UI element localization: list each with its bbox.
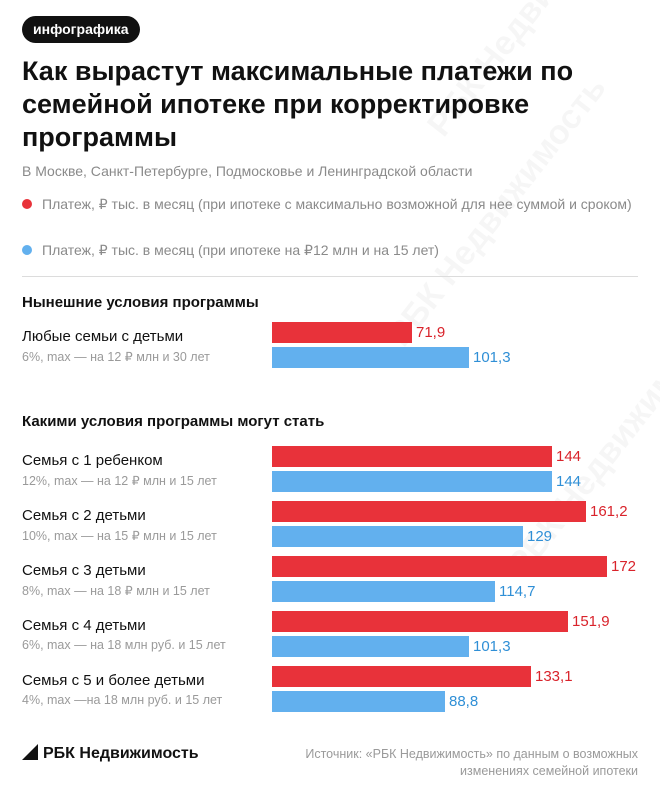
- bar-blue: [272, 526, 523, 547]
- legend-red-label: Платеж, ₽ тыс. в месяц (при ипотеке с ма…: [42, 196, 632, 212]
- category-label: Любые семьи с детьми: [22, 328, 184, 345]
- subtitle: В Москве, Санкт-Петербурге, Подмосковье …: [22, 163, 473, 179]
- data-label-blue: 101,3: [473, 638, 511, 655]
- category-description: 10%, max — на 15 ₽ млн и 15 лет: [22, 529, 217, 543]
- red-dot-icon: [22, 199, 32, 209]
- legend-blue-label: Платеж, ₽ тыс. в месяц (при ипотеке на ₽…: [42, 242, 439, 258]
- data-label-blue: 114,7: [499, 583, 536, 600]
- category-description: 8%, max — на 18 ₽ млн и 15 лет: [22, 584, 210, 598]
- bar-red: [272, 666, 531, 687]
- data-label-blue: 101,3: [473, 349, 511, 366]
- divider: [22, 276, 638, 277]
- bar-red: [272, 611, 568, 632]
- data-label-red: 172: [611, 558, 637, 575]
- brand-name: РБК Недвижимость: [43, 745, 199, 762]
- category-description: 6%, max — на 18 млн руб. и 15 лет: [22, 638, 226, 652]
- category-label: Семья с 2 детьми: [22, 507, 146, 524]
- bar-blue: [272, 347, 469, 368]
- category-description: 4%, max —на 18 млн руб. и 15 лет: [22, 693, 223, 707]
- category-description: 6%, max — на 12 ₽ млн и 30 лет: [22, 350, 210, 364]
- source-note: Источник: «РБК Недвижимость» по данным о…: [305, 747, 638, 778]
- rbc-logo-icon: [22, 744, 38, 760]
- blue-dot-icon: [22, 245, 32, 255]
- bar-blue: [272, 691, 445, 712]
- data-label-red: 71,9: [416, 324, 446, 341]
- data-label-red: 151,9: [572, 613, 610, 630]
- bar-blue: [272, 581, 495, 602]
- bar-red: [272, 556, 607, 577]
- page-title: Как вырастут максимальные платежи по сем…: [22, 56, 574, 152]
- brand-logo: РБК Недвижимость: [22, 744, 199, 763]
- data-label-red: 161,2: [590, 503, 628, 520]
- data-label-blue: 129: [527, 528, 553, 545]
- category-description: 12%, max — на 12 ₽ млн и 15 лет: [22, 474, 217, 488]
- data-label-red: 133,1: [535, 668, 573, 685]
- data-label-red: 144: [556, 448, 582, 465]
- category-label: Семья с 3 детьми: [22, 562, 146, 579]
- bar-blue: [272, 471, 552, 492]
- data-label-blue: 88,8: [449, 693, 479, 710]
- bar-red: [272, 501, 586, 522]
- category-label: Семья с 1 ребенком: [22, 452, 163, 469]
- section-future-title: Какими условия программы могут стать: [22, 413, 325, 430]
- category-tag: инфографика: [22, 16, 140, 43]
- bar-red: [272, 446, 552, 467]
- category-label: Семья с 4 детьми: [22, 617, 146, 634]
- bar-blue: [272, 636, 469, 657]
- watermark: РБК Недвижимость: [500, 299, 660, 584]
- legend-red: Платеж, ₽ тыс. в месяц (при ипотеке с ма…: [22, 194, 642, 215]
- bar-red: [272, 322, 412, 343]
- legend-blue: Платеж, ₽ тыс. в месяц (при ипотеке на ₽…: [22, 240, 642, 261]
- section-current-title: Нынешние условия программы: [22, 294, 259, 311]
- category-label: Семья с 5 и более детьми: [22, 672, 205, 689]
- data-label-blue: 144: [556, 473, 582, 490]
